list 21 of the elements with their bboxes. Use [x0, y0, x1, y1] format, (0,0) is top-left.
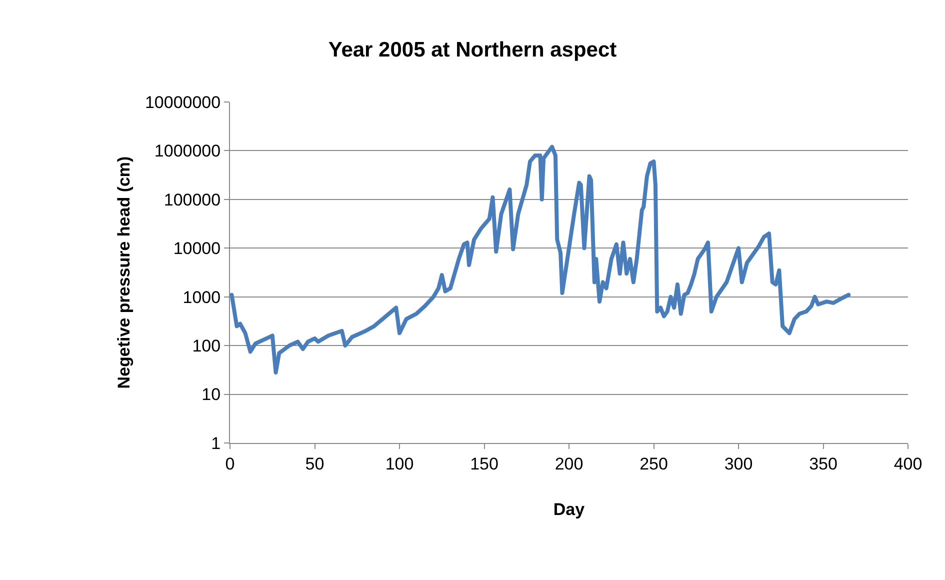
y-tick-label: 10000 [173, 239, 221, 258]
x-tick-label: 250 [640, 454, 668, 474]
x-tick-label: 400 [894, 454, 922, 474]
x-tick-label: 150 [470, 454, 498, 474]
y-tick-label: 100000 [164, 190, 221, 210]
x-tick-label: 100 [385, 454, 414, 474]
x-tick-label: 350 [809, 454, 838, 474]
line-series [230, 144, 851, 374]
x-tick-label: 50 [305, 454, 324, 474]
y-tick-label: 1 [211, 434, 221, 453]
x-tick-label: 0 [225, 454, 235, 474]
y-tick-label: 10000000 [144, 92, 221, 112]
x-axis-title: Day [553, 500, 586, 519]
x-tick-label: 200 [554, 454, 584, 474]
y-tick-label: 1000 [182, 288, 221, 307]
y-tick-label: 10 [202, 385, 221, 404]
y-tick-label: 1000000 [154, 142, 221, 161]
y-axis-title: Negetive pressure head (cm) [114, 156, 134, 389]
x-tick-label: 300 [724, 454, 753, 474]
chart-title: Year 2005 at Northern aspect [328, 38, 617, 62]
y-tick-label: 100 [192, 336, 221, 356]
